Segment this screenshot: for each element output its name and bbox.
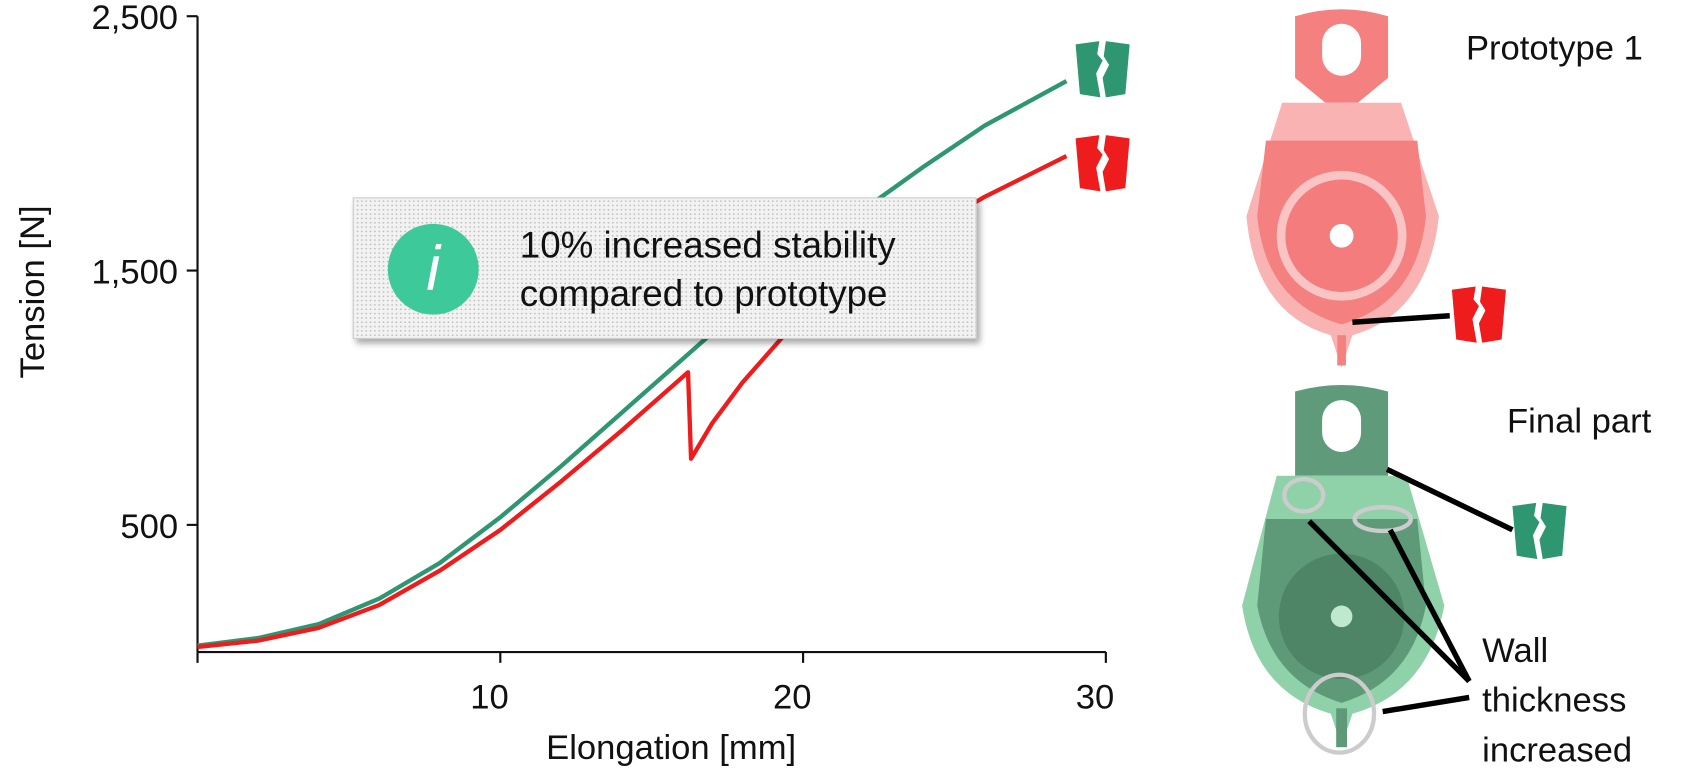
panel-label: Prototype 1 — [1466, 29, 1643, 67]
panel-label: Final part — [1507, 403, 1652, 441]
annotation-layer: i 10% increased stability compared to pr… — [352, 41, 1130, 340]
wall-note-line: Wall — [1482, 632, 1548, 670]
break-icon — [1075, 135, 1130, 192]
y-tick-label: 500 — [120, 508, 178, 546]
final-part — [1242, 384, 1445, 755]
info-icon — [387, 223, 479, 315]
arrow — [1352, 313, 1450, 325]
chart: Tension [N] Elongation [mm] 2,500 1,500 50… — [14, 0, 1114, 767]
wall-note-line: increased — [1482, 731, 1632, 769]
x-tick-label: 10 — [470, 678, 508, 716]
arrows — [1307, 466, 1514, 715]
prototype-part — [1246, 9, 1439, 368]
x-axis-label: Elongation [mm] — [546, 729, 796, 767]
y-axis-label: Tension [N] — [14, 205, 52, 378]
annotation-box — [352, 197, 977, 340]
wall-note-line: thickness — [1482, 682, 1626, 720]
break-icon — [1451, 286, 1506, 343]
part-illustrations: Prototype 1 Final part — [1242, 9, 1652, 769]
x-tick-label: 30 — [1076, 678, 1114, 716]
y-tick-label: 2,500 — [91, 0, 178, 37]
annotation-line: compared to prototype — [520, 273, 888, 314]
series-line — [197, 79, 1068, 648]
info-glyph: i — [426, 234, 442, 304]
y-tick-label: 1,500 — [91, 254, 178, 292]
annotation-line: 10% increased stability — [520, 224, 896, 265]
x-tick-label: 20 — [773, 678, 811, 716]
break-icon — [1075, 41, 1130, 98]
break-icon — [1512, 502, 1567, 560]
